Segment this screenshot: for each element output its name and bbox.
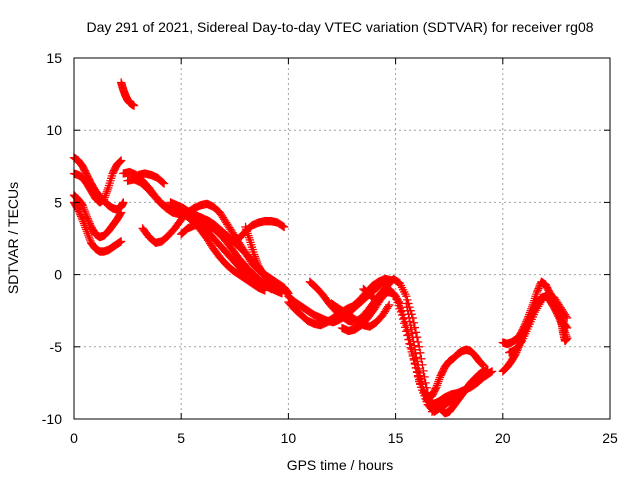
data-point <box>410 341 419 350</box>
data-point <box>392 295 401 304</box>
data-point <box>398 314 408 324</box>
data-point <box>417 354 426 363</box>
series-track-x <box>505 289 572 357</box>
data-point <box>403 306 412 315</box>
data-point <box>278 222 288 231</box>
x-tick-label: 15 <box>388 430 404 446</box>
x-tick-label: 10 <box>281 430 297 446</box>
data-point <box>395 304 405 313</box>
y-tick-label: 0 <box>54 267 62 283</box>
data-point <box>487 367 497 376</box>
data-point <box>158 178 168 187</box>
series-track-o <box>284 276 390 327</box>
x-tick-label: 5 <box>177 430 185 446</box>
data-point <box>414 364 423 374</box>
data-point <box>412 357 422 366</box>
series-track-m <box>241 222 284 297</box>
data-point <box>385 300 394 310</box>
data-point <box>279 222 289 232</box>
data-point <box>400 319 409 328</box>
data-point <box>431 384 440 393</box>
data-point <box>406 320 415 330</box>
data-point <box>115 157 124 167</box>
chart-title: Day 291 of 2021, Sidereal Day-to-day VTE… <box>86 19 593 35</box>
series-track-a <box>69 198 126 256</box>
y-tick-label: 5 <box>54 194 62 210</box>
data-point <box>394 301 403 310</box>
y-tick-label: 15 <box>46 50 62 66</box>
data-point <box>402 302 412 312</box>
series-track-c <box>69 156 126 207</box>
data-point <box>410 345 420 354</box>
data-point <box>411 349 420 358</box>
series-track-l <box>209 217 289 245</box>
data-point <box>117 156 126 165</box>
data-point <box>119 198 128 207</box>
data-point <box>116 209 125 218</box>
data-point <box>405 317 415 326</box>
data-point <box>117 237 126 246</box>
data-point <box>397 310 407 320</box>
data-point <box>274 287 284 296</box>
data-points <box>69 78 572 418</box>
series-track-y <box>554 302 572 346</box>
data-point <box>117 208 126 217</box>
data-point <box>562 323 572 333</box>
data-point <box>275 287 284 297</box>
plot-frame <box>73 57 611 420</box>
data-point <box>393 298 402 307</box>
data-point <box>379 277 388 286</box>
data-point <box>407 329 417 338</box>
data-point <box>404 335 413 344</box>
data-point <box>477 359 487 369</box>
x-tick-label: 0 <box>70 430 78 446</box>
data-point <box>483 365 492 375</box>
data-point <box>409 337 418 346</box>
series-track-h <box>134 169 169 188</box>
x-tick-label: 25 <box>602 430 618 446</box>
series-track-u <box>423 365 492 418</box>
y-tick-label: -10 <box>42 411 62 427</box>
data-point <box>159 179 169 188</box>
x-tick-label: 20 <box>495 430 511 446</box>
series-track-d <box>69 191 126 242</box>
data-point <box>274 286 283 295</box>
data-point <box>402 299 411 308</box>
data-point <box>411 328 421 337</box>
data-point <box>380 276 390 285</box>
data-point <box>419 366 428 376</box>
y-axis-title: SDTVAR / TECUs <box>5 182 21 294</box>
data-point <box>415 342 424 351</box>
data-point <box>408 333 417 342</box>
data-point <box>402 292 411 301</box>
data-point <box>407 325 416 334</box>
data-point <box>413 360 422 370</box>
x-axis-title: GPS time / hours <box>287 457 394 473</box>
data-point <box>478 360 487 369</box>
data-point <box>396 307 406 317</box>
data-point <box>390 290 399 300</box>
series-track-e <box>117 78 139 110</box>
series-track-q <box>327 299 394 331</box>
y-tick-label: 10 <box>46 122 62 138</box>
data-point <box>401 323 410 332</box>
data-point <box>116 157 125 166</box>
data-point <box>403 331 412 340</box>
axis-ticks: 0 5 10 15 20 25 -10 -5 0 5 10 15 <box>42 50 618 446</box>
data-point <box>391 292 400 301</box>
y-tick-label: -5 <box>50 339 63 355</box>
data-point <box>403 295 412 305</box>
data-point <box>562 333 572 343</box>
series-track-k <box>177 219 276 294</box>
data-point <box>404 310 413 319</box>
data-point <box>412 353 421 362</box>
data-point <box>405 313 414 323</box>
data-point <box>402 327 411 336</box>
data-point <box>416 348 425 357</box>
data-point <box>129 101 139 110</box>
